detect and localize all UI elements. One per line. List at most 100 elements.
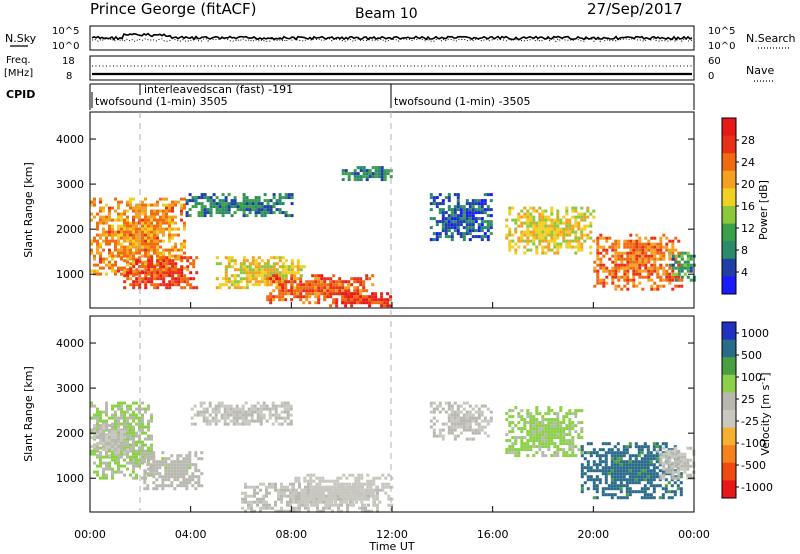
- scatter-cell: [366, 497, 370, 501]
- scatter-cell: [643, 466, 647, 470]
- scatter-cell: [165, 248, 168, 252]
- scatter-cell: [135, 215, 138, 219]
- scatter-cell: [344, 286, 348, 290]
- scatter-cell: [432, 238, 436, 242]
- scatter-cell: [156, 259, 160, 263]
- scatter-cell: [152, 487, 156, 491]
- scatter-cell: [649, 475, 653, 479]
- scatter-cell: [628, 493, 632, 497]
- scatter-cell: [357, 485, 361, 489]
- scatter-cell: [180, 286, 184, 290]
- scatter-cell: [384, 491, 388, 495]
- scatter-cell: [640, 460, 644, 464]
- scatter-cell: [347, 286, 351, 290]
- scatter-cell: [541, 427, 545, 431]
- scatter-cell: [447, 199, 451, 203]
- scatter-cell: [456, 229, 460, 233]
- scatter-cell: [208, 413, 212, 417]
- scatter-cell: [523, 221, 527, 225]
- scatter-cell: [254, 280, 258, 284]
- scatter-cell: [462, 419, 466, 423]
- scatter-cell: [577, 221, 581, 225]
- scatter-cell: [671, 473, 675, 477]
- scatter-cell: [159, 251, 162, 255]
- scatter-cell: [336, 485, 340, 489]
- scatter-cell: [351, 500, 355, 504]
- scatter-cell: [450, 232, 454, 236]
- scatter-cell: [143, 469, 147, 473]
- scatter-cell: [144, 407, 147, 411]
- scatter-cell: [188, 208, 192, 212]
- scatter-cell: [275, 295, 279, 299]
- scatter-cell: [141, 407, 144, 411]
- scatter-cell: [159, 271, 163, 275]
- scatter-cell: [269, 265, 273, 269]
- scatter-cell: [471, 220, 475, 224]
- scatter-cell: [462, 232, 466, 236]
- scatter-cell: [143, 451, 147, 455]
- scatter-cell: [353, 178, 357, 182]
- scatter-cell: [105, 407, 108, 411]
- scatter-cell: [227, 277, 231, 281]
- scatter-cell: [307, 482, 310, 486]
- scatter-cell: [553, 239, 557, 243]
- scatter-cell: [185, 460, 189, 464]
- scatter-cell: [153, 245, 156, 249]
- scatter-cell: [330, 488, 334, 492]
- scatter-cell: [350, 277, 354, 281]
- scatter-cell: [623, 275, 627, 279]
- scatter-cell: [186, 256, 190, 260]
- scatter-cell: [111, 227, 114, 231]
- scatter-cell: [287, 268, 291, 272]
- colorbar-frame: [721, 321, 737, 499]
- scatter-cell: [256, 416, 260, 420]
- scatter-cell: [610, 487, 614, 491]
- scatter-cell: [233, 280, 237, 284]
- scatter-cell: [553, 245, 557, 249]
- scatter-cell: [366, 473, 370, 477]
- scatter-cell: [290, 262, 294, 266]
- scatter-cell: [589, 469, 593, 473]
- scatter-cell: [337, 494, 340, 498]
- scatter-cell: [631, 454, 635, 458]
- scatter-cell: [568, 242, 572, 246]
- scatter-cell: [123, 464, 126, 468]
- scatter-cell: [149, 457, 153, 461]
- scatter-cell: [114, 263, 117, 267]
- scatter-cell: [167, 466, 171, 470]
- scatter-cell: [520, 448, 524, 452]
- scatter-cell: [593, 260, 597, 264]
- scatter-cell: [233, 268, 237, 272]
- scatter-cell: [223, 419, 227, 423]
- freq-tick-bottom-right: 0: [708, 71, 714, 82]
- scatter-cell: [165, 197, 168, 201]
- scatter-cell: [117, 269, 120, 273]
- scatter-cell: [447, 431, 451, 435]
- scatter-cell: [96, 419, 99, 423]
- scatter-cell: [214, 416, 218, 420]
- scatter-cell: [275, 256, 279, 260]
- scatter-cell: [611, 248, 615, 252]
- scatter-cell: [350, 292, 354, 296]
- scatter-cell: [129, 245, 132, 249]
- scatter-cell: [177, 274, 181, 278]
- scatter-cell: [589, 454, 593, 458]
- scatter-cell: [102, 476, 105, 480]
- scatter-cell: [652, 448, 656, 452]
- scatter-cell: [245, 265, 249, 269]
- scatter-cell: [556, 415, 560, 419]
- colorbar-tick-label: 24: [741, 156, 755, 169]
- scatter-cell: [447, 401, 451, 405]
- scatter-cell: [310, 500, 313, 504]
- scatter-cell: [147, 265, 151, 269]
- scatter-cell: [514, 248, 518, 252]
- scatter-cell: [244, 497, 247, 501]
- scatter-cell: [544, 209, 548, 213]
- scatter-cell: [550, 239, 554, 243]
- scatter-cell: [617, 257, 621, 261]
- scatter-cell: [468, 232, 472, 236]
- scatter-cell: [674, 458, 678, 462]
- scatter-cell: [617, 245, 621, 249]
- scatter-cell: [386, 172, 390, 176]
- scatter-cell: [111, 407, 114, 411]
